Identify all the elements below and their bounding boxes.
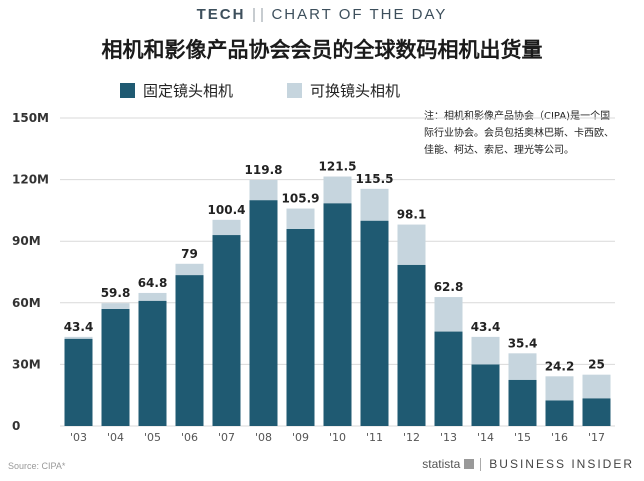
- bar-fixed-lens: [508, 379, 537, 426]
- y-tick-label: 60M: [12, 296, 41, 310]
- bar-fixed-lens: [545, 400, 574, 426]
- total-value-label: 43.4: [64, 320, 94, 334]
- total-value-label: 59.8: [101, 286, 131, 300]
- legend-swatch-interchangeable-lens: [287, 83, 303, 98]
- bar-fixed-lens: [249, 200, 278, 426]
- x-tick-label: '11: [366, 431, 383, 444]
- bar-interchangeable-lens: [434, 297, 463, 332]
- chart-legend: 固定镜头相机 可换镜头相机: [120, 80, 454, 101]
- legend-label-interchangeable-lens: 可换镜头相机: [310, 82, 401, 100]
- bar-fixed-lens: [212, 235, 241, 426]
- total-value-label: 62.8: [434, 280, 464, 294]
- bar-fixed-lens: [64, 338, 93, 426]
- legend-item-fixed-lens: 固定镜头相机: [120, 80, 233, 101]
- chart-note: 注：相机和影像产品协会（CIPA)是一个国际行业协会。会员包括奥林巴斯、卡西欧、…: [424, 111, 614, 156]
- bar-fixed-lens: [471, 364, 500, 426]
- footer-divider: [480, 457, 482, 471]
- x-tick-label: '16: [551, 431, 568, 444]
- chart-of-the-day-label: CHART OF THE DAY: [271, 6, 448, 23]
- business-insider-logo: BUSINESS INSIDER: [489, 457, 634, 471]
- x-tick-label: '09: [292, 431, 309, 444]
- bar-fixed-lens: [397, 264, 426, 426]
- x-tick-label: '04: [107, 431, 124, 444]
- bar-interchangeable-lens: [545, 376, 574, 401]
- y-tick-label: 120M: [12, 173, 49, 187]
- bar-interchangeable-lens: [323, 176, 352, 204]
- chart-of-the-day-header: TECH CHART OF THE DAY: [0, 6, 644, 23]
- bar-interchangeable-lens: [212, 219, 241, 236]
- legend-swatch-fixed-lens: [120, 83, 135, 98]
- header-separator-icon: [253, 7, 264, 22]
- bar-interchangeable-lens: [101, 303, 130, 309]
- statista-logo: statista: [422, 457, 461, 471]
- x-tick-label: '14: [477, 431, 494, 444]
- bar-fixed-lens: [101, 308, 130, 426]
- total-value-label: 105.9: [282, 192, 320, 206]
- x-tick-label: '07: [218, 431, 235, 444]
- bar-interchangeable-lens: [360, 188, 389, 221]
- total-value-label: 115.5: [356, 172, 394, 186]
- legend-item-interchangeable-lens: 可换镜头相机: [287, 80, 400, 101]
- x-tick-label: '13: [440, 431, 457, 444]
- footer-branding: statista BUSINESS INSIDER: [422, 457, 634, 471]
- total-value-label: 79: [181, 247, 198, 261]
- total-value-label: 25: [588, 358, 605, 372]
- total-value-label: 98.1: [397, 208, 427, 222]
- total-value-label: 64.8: [138, 276, 168, 290]
- total-value-label: 121.5: [319, 160, 357, 174]
- bar-interchangeable-lens: [175, 263, 204, 276]
- tech-label: TECH: [196, 6, 246, 23]
- bar-fixed-lens: [323, 203, 352, 426]
- x-tick-label: '17: [588, 431, 605, 444]
- bar-fixed-lens: [360, 220, 389, 426]
- x-tick-label: '08: [255, 431, 272, 444]
- bar-fixed-lens: [582, 398, 611, 426]
- bar-interchangeable-lens: [138, 292, 167, 301]
- y-tick-label: 30M: [12, 357, 41, 371]
- total-value-label: 100.4: [208, 203, 246, 217]
- total-value-label: 119.8: [245, 163, 283, 177]
- bar-interchangeable-lens: [582, 374, 611, 399]
- chart-title: 相机和影像产品协会会员的全球数码相机出货量: [101, 38, 543, 62]
- bar-interchangeable-lens: [286, 208, 315, 229]
- bar-fixed-lens: [286, 228, 315, 426]
- x-tick-label: '12: [403, 431, 420, 444]
- bar-fixed-lens: [138, 300, 167, 426]
- bar-interchangeable-lens: [64, 336, 93, 339]
- y-tick-label: 90M: [12, 234, 41, 248]
- statista-flag-icon: [464, 459, 475, 469]
- bar-fixed-lens: [175, 275, 204, 426]
- bar-fixed-lens: [434, 331, 463, 426]
- legend-label-fixed-lens: 固定镜头相机: [143, 82, 234, 100]
- x-tick-label: '15: [514, 431, 531, 444]
- x-tick-label: '06: [181, 431, 198, 444]
- bar-interchangeable-lens: [508, 353, 537, 380]
- x-tick-label: '05: [144, 431, 161, 444]
- bar-interchangeable-lens: [397, 224, 426, 265]
- y-tick-label: 0: [12, 419, 20, 433]
- x-tick-label: '03: [70, 431, 87, 444]
- bar-interchangeable-lens: [249, 180, 278, 201]
- source-note: Source: CIPA*: [8, 461, 66, 471]
- y-tick-label: 150M: [12, 111, 49, 125]
- total-value-label: 35.4: [508, 336, 538, 350]
- x-tick-label: '10: [329, 431, 346, 444]
- bar-interchangeable-lens: [471, 336, 500, 365]
- total-value-label: 24.2: [545, 359, 575, 373]
- total-value-label: 43.4: [471, 320, 501, 334]
